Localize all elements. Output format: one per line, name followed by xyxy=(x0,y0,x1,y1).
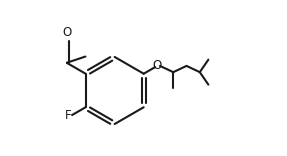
Text: F: F xyxy=(65,109,71,122)
Text: O: O xyxy=(153,59,162,72)
Text: O: O xyxy=(62,26,71,39)
